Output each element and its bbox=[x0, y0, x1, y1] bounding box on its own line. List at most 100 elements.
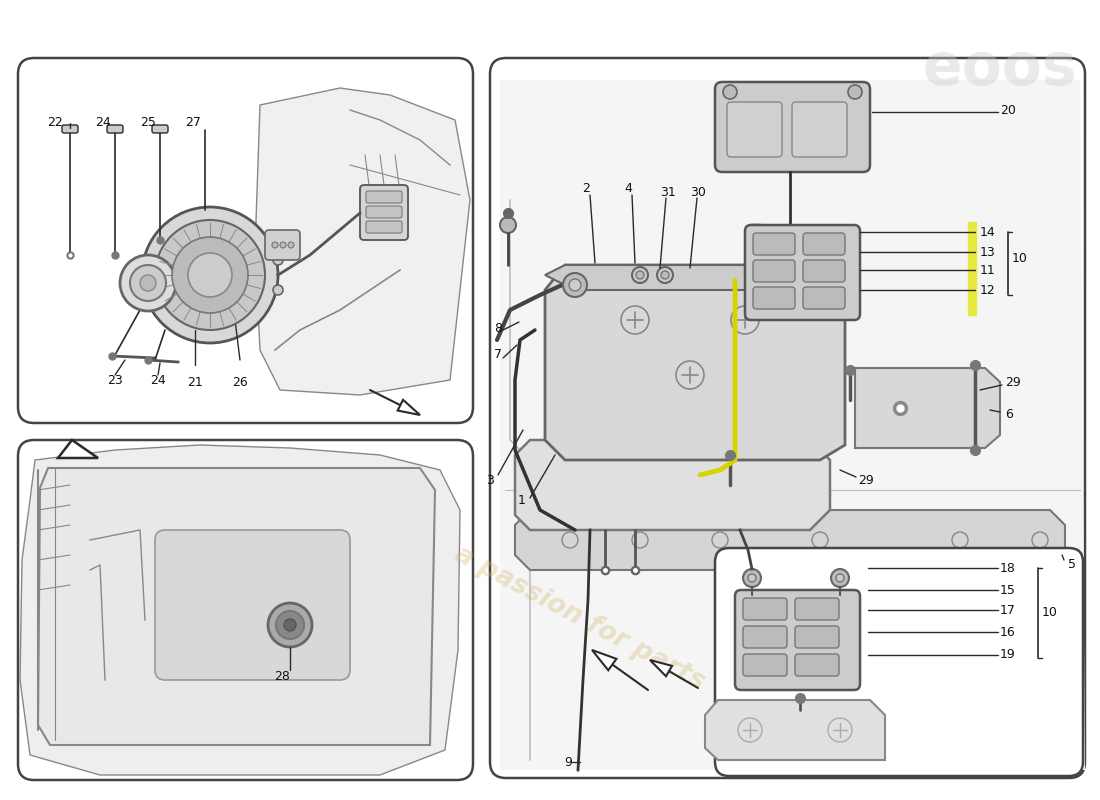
FancyBboxPatch shape bbox=[366, 206, 402, 218]
FancyBboxPatch shape bbox=[803, 233, 845, 255]
FancyBboxPatch shape bbox=[742, 626, 786, 648]
Text: 10: 10 bbox=[1012, 251, 1027, 265]
Polygon shape bbox=[705, 700, 886, 760]
Text: 6: 6 bbox=[1005, 409, 1013, 422]
Text: eoos: eoos bbox=[923, 39, 1077, 97]
Polygon shape bbox=[544, 265, 845, 460]
Circle shape bbox=[848, 85, 862, 99]
Circle shape bbox=[280, 242, 286, 248]
Text: 28: 28 bbox=[274, 670, 290, 683]
Text: 3: 3 bbox=[486, 474, 494, 486]
Text: 24: 24 bbox=[95, 115, 111, 129]
Text: 22: 22 bbox=[47, 115, 63, 129]
Text: 9: 9 bbox=[564, 755, 572, 769]
Polygon shape bbox=[515, 510, 1065, 570]
Polygon shape bbox=[515, 440, 830, 530]
Circle shape bbox=[142, 207, 278, 343]
Text: 26: 26 bbox=[232, 375, 248, 389]
Polygon shape bbox=[544, 265, 845, 290]
Text: 13: 13 bbox=[980, 246, 996, 258]
Text: 31: 31 bbox=[660, 186, 675, 198]
FancyBboxPatch shape bbox=[727, 102, 782, 157]
Circle shape bbox=[288, 242, 294, 248]
Circle shape bbox=[272, 242, 278, 248]
Circle shape bbox=[130, 265, 166, 301]
Text: 8: 8 bbox=[494, 322, 502, 334]
FancyBboxPatch shape bbox=[715, 82, 870, 172]
FancyBboxPatch shape bbox=[803, 260, 845, 282]
FancyBboxPatch shape bbox=[795, 626, 839, 648]
Circle shape bbox=[268, 603, 312, 647]
Circle shape bbox=[569, 279, 581, 291]
Polygon shape bbox=[20, 445, 460, 775]
Text: 10: 10 bbox=[1042, 606, 1058, 618]
Circle shape bbox=[748, 574, 756, 582]
Polygon shape bbox=[500, 80, 1085, 770]
Text: 18: 18 bbox=[1000, 562, 1016, 574]
Circle shape bbox=[155, 220, 265, 330]
Circle shape bbox=[563, 273, 587, 297]
FancyBboxPatch shape bbox=[265, 230, 300, 260]
FancyBboxPatch shape bbox=[18, 58, 473, 423]
Text: a passion for parts: a passion for parts bbox=[450, 541, 710, 695]
Text: 27: 27 bbox=[185, 115, 201, 129]
Circle shape bbox=[276, 611, 304, 639]
Circle shape bbox=[500, 217, 516, 233]
Circle shape bbox=[830, 569, 849, 587]
Polygon shape bbox=[592, 650, 616, 670]
Circle shape bbox=[120, 255, 176, 311]
Circle shape bbox=[952, 532, 968, 548]
FancyBboxPatch shape bbox=[754, 287, 795, 309]
FancyBboxPatch shape bbox=[742, 598, 786, 620]
FancyBboxPatch shape bbox=[745, 225, 860, 320]
FancyBboxPatch shape bbox=[754, 260, 795, 282]
Circle shape bbox=[723, 85, 737, 99]
Circle shape bbox=[712, 532, 728, 548]
Text: 30: 30 bbox=[690, 186, 706, 198]
Circle shape bbox=[172, 237, 248, 313]
Circle shape bbox=[657, 267, 673, 283]
Text: 20: 20 bbox=[1000, 103, 1016, 117]
Text: 29: 29 bbox=[858, 474, 873, 486]
FancyBboxPatch shape bbox=[107, 125, 123, 133]
Text: 23: 23 bbox=[107, 374, 123, 386]
FancyBboxPatch shape bbox=[152, 125, 168, 133]
Text: 24: 24 bbox=[150, 374, 166, 386]
Text: 15: 15 bbox=[1000, 583, 1016, 597]
Circle shape bbox=[636, 271, 644, 279]
Circle shape bbox=[188, 253, 232, 297]
FancyBboxPatch shape bbox=[803, 287, 845, 309]
Circle shape bbox=[562, 532, 578, 548]
Text: 21: 21 bbox=[187, 375, 202, 389]
FancyBboxPatch shape bbox=[366, 191, 402, 203]
Circle shape bbox=[1032, 532, 1048, 548]
Text: 14: 14 bbox=[980, 226, 996, 238]
Polygon shape bbox=[255, 88, 470, 395]
Text: 4: 4 bbox=[624, 182, 631, 194]
FancyBboxPatch shape bbox=[754, 233, 795, 255]
FancyBboxPatch shape bbox=[742, 654, 786, 676]
Polygon shape bbox=[58, 440, 98, 458]
Circle shape bbox=[273, 285, 283, 295]
FancyBboxPatch shape bbox=[795, 654, 839, 676]
Text: 12: 12 bbox=[980, 283, 996, 297]
Text: 25: 25 bbox=[140, 115, 156, 129]
Circle shape bbox=[632, 267, 648, 283]
Circle shape bbox=[661, 271, 669, 279]
Circle shape bbox=[836, 574, 844, 582]
Text: 2: 2 bbox=[582, 182, 590, 194]
Text: 19: 19 bbox=[1000, 649, 1015, 662]
Text: 1: 1 bbox=[518, 494, 526, 506]
FancyBboxPatch shape bbox=[490, 58, 1085, 778]
Polygon shape bbox=[968, 222, 976, 315]
FancyBboxPatch shape bbox=[792, 102, 847, 157]
Circle shape bbox=[273, 255, 283, 265]
FancyBboxPatch shape bbox=[360, 185, 408, 240]
FancyBboxPatch shape bbox=[18, 440, 473, 780]
Text: 29: 29 bbox=[1005, 375, 1021, 389]
Text: 17: 17 bbox=[1000, 603, 1016, 617]
Circle shape bbox=[140, 275, 156, 291]
Text: 16: 16 bbox=[1000, 626, 1015, 638]
Circle shape bbox=[812, 532, 828, 548]
Text: 11: 11 bbox=[980, 263, 996, 277]
